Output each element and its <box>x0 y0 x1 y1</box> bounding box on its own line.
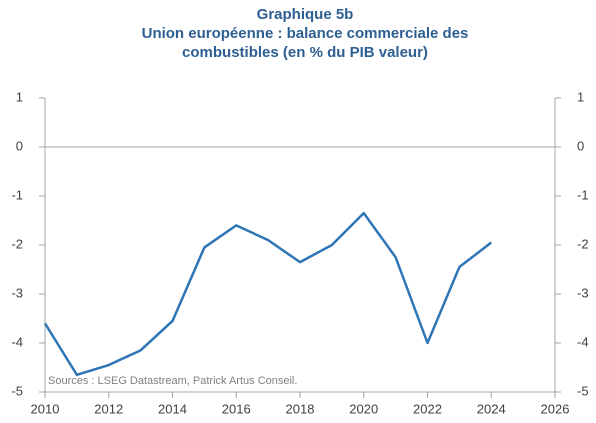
y2-tick-label: 1 <box>577 89 584 104</box>
y2-tick-label: -3 <box>577 285 589 300</box>
line-series <box>43 211 493 377</box>
source-note: Sources : LSEG Datastream, Patrick Artus… <box>48 375 297 387</box>
y-tick-label: -1 <box>11 187 23 202</box>
y2-tick-label: 0 <box>577 138 584 153</box>
chart-title: Graphique 5b <box>257 6 354 23</box>
x-tick-label: 2018 <box>286 401 315 416</box>
x-tick-label: 2026 <box>541 401 570 416</box>
x-tick-label: 2022 <box>413 401 442 416</box>
x-tick-label: 2020 <box>349 401 378 416</box>
y-tick-label: -3 <box>11 285 23 300</box>
x-tick-label: 2014 <box>158 401 187 416</box>
y-tick-label: 0 <box>16 138 23 153</box>
chart-subtitle: combustibles (en % du PIB valeur) <box>182 44 428 61</box>
y-tick-label: 1 <box>16 89 23 104</box>
x-tick-label: 2012 <box>94 401 123 416</box>
y2-tick-label: -5 <box>577 383 589 398</box>
y2-tick-label: -4 <box>577 334 589 349</box>
y-tick-label: -5 <box>11 383 23 398</box>
y-tick-label: -2 <box>11 236 23 251</box>
x-tick-label: 2016 <box>222 401 251 416</box>
y2-tick-label: -1 <box>577 187 589 202</box>
chart-subtitle: Union européenne : balance commerciale d… <box>142 25 469 42</box>
x-tick-label: 2024 <box>477 401 506 416</box>
y-tick-label: -4 <box>11 334 23 349</box>
y2-tick-label: -2 <box>577 236 589 251</box>
x-tick-label: 2010 <box>31 401 60 416</box>
